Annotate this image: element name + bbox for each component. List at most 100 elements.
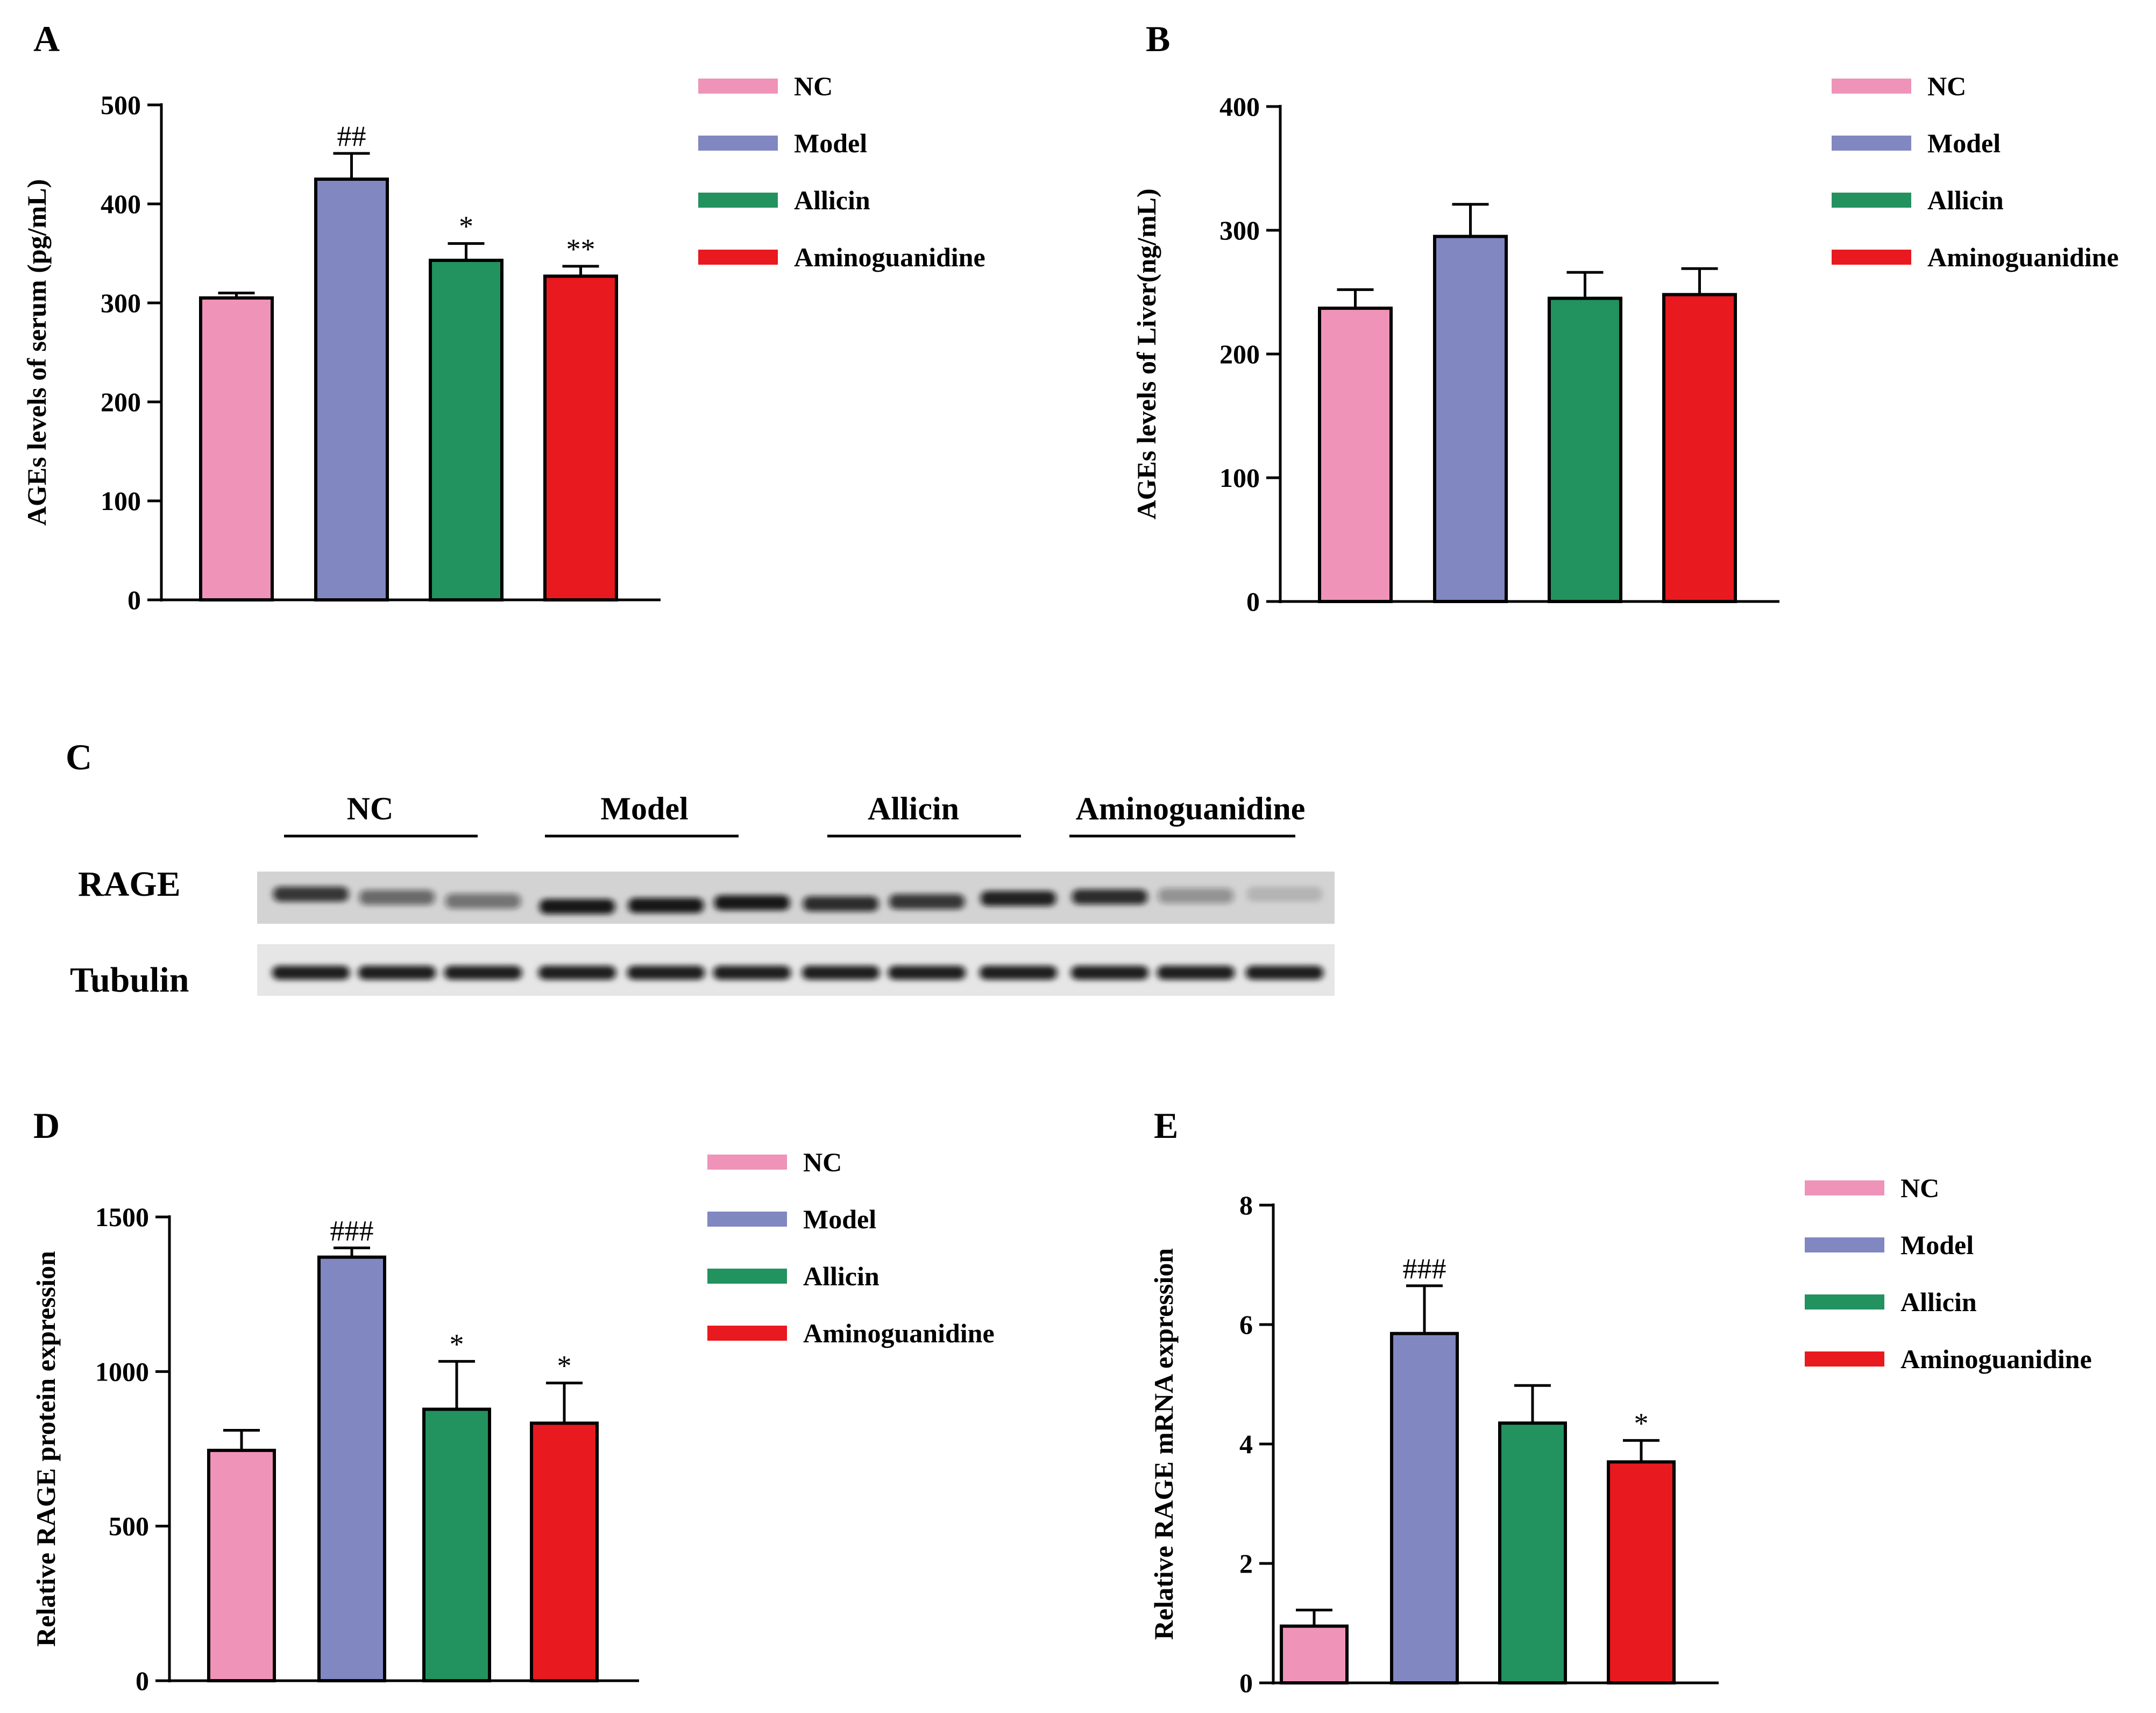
bar-d-model <box>317 1255 386 1683</box>
y-axis-label-e: Relative RAGE mRNA expression <box>1148 1248 1179 1640</box>
bar-b-nc <box>1318 306 1393 603</box>
legend-swatch-allicin <box>698 193 778 208</box>
rage-band <box>803 896 878 911</box>
bar-e-nc <box>1280 1624 1349 1685</box>
y-tick-label-d-1000: 1000 <box>95 1356 149 1386</box>
legend-swatch-model <box>707 1212 787 1227</box>
rage-band <box>1158 888 1233 903</box>
legend-swatch-model <box>1832 136 1911 151</box>
blot-group-allicin: Allicin <box>868 791 959 826</box>
significance-a-model: ## <box>337 120 366 152</box>
y-tick-label-b-100: 100 <box>1219 463 1260 493</box>
tubulin-band <box>1071 966 1148 980</box>
significance-d-model: ### <box>330 1214 374 1247</box>
legend-swatch-model <box>698 136 778 151</box>
legend-label-nc: NC <box>803 1147 842 1177</box>
bar-e-allicin <box>1498 1421 1567 1684</box>
panel-label-e: E <box>1154 1105 1178 1146</box>
y-tick-label-a-200: 200 <box>101 387 141 417</box>
y-tick-label-a-100: 100 <box>101 486 141 516</box>
y-tick-label-a-0: 0 <box>127 585 141 615</box>
y-tick-label-b-200: 200 <box>1219 339 1260 369</box>
bar-a-aminoguanidine <box>543 274 618 601</box>
legend-label-nc: NC <box>1900 1173 1939 1203</box>
rage-bands <box>273 887 1322 914</box>
legend-label-allicin: Allicin <box>1900 1287 1977 1317</box>
legend-swatch-allicin <box>1832 193 1911 208</box>
chart-a: 0 100 200 300 400 500 AGEs levels of serum (pg… <box>22 90 661 615</box>
western-blot: NC Model Allicin Aminoguanidine RAGE Tub… <box>70 791 1335 1000</box>
y-tick-label-e-6: 6 <box>1239 1309 1253 1340</box>
significance-d-allicin: * <box>450 1328 464 1360</box>
legend-swatch-nc <box>698 79 778 94</box>
significance-e-aminoguanidine: * <box>1634 1407 1649 1439</box>
tubulin-bands <box>272 966 1323 980</box>
legend-label-nc: NC <box>794 71 833 101</box>
legend-swatch-nc <box>1805 1180 1884 1195</box>
rage-band <box>628 898 704 913</box>
legend-swatch-aminoguanidine <box>698 250 778 265</box>
blot-group-model: Model <box>600 791 688 826</box>
bar-b-aminoguanidine <box>1662 293 1737 603</box>
panel-label-a: A <box>33 18 60 59</box>
y-axis-label-d: Relative RAGE protein expression <box>31 1251 61 1647</box>
panel-label-b: B <box>1146 18 1170 59</box>
tubulin-band <box>888 966 966 980</box>
bar-a-model <box>314 178 389 601</box>
tubulin-band <box>802 966 880 980</box>
legend-label-model: Model <box>1927 128 2001 158</box>
legend-swatch-nc <box>1832 79 1911 94</box>
legend-label-aminoguanidine: Aminoguanidine <box>803 1318 995 1348</box>
tubulin-band <box>980 966 1057 980</box>
legend-b: NC Model Allicin Aminoguanidine <box>1832 71 2119 272</box>
rage-band <box>445 894 521 909</box>
legend-a: NC Model Allicin Aminoguanidine <box>698 71 985 272</box>
legend-label-aminoguanidine: Aminoguanidine <box>794 242 985 272</box>
significance-a-aminoguanidine: ** <box>566 233 595 265</box>
legend-swatch-allicin <box>1805 1294 1884 1309</box>
blot-group-nc: NC <box>347 791 394 826</box>
bar-a-nc <box>199 296 274 601</box>
y-tick-label-e-0: 0 <box>1239 1668 1253 1698</box>
rage-band <box>889 894 964 909</box>
chart-b: 0 100 200 300 400 AGEs levels of Liver(ng/mL) <box>1131 91 1779 617</box>
blot-strip-tubulin <box>257 944 1335 996</box>
rage-band <box>273 887 349 902</box>
legend-swatch-aminoguanidine <box>1805 1351 1884 1367</box>
significance-a-allicin: * <box>459 210 473 243</box>
legend-label-allicin: Allicin <box>803 1261 880 1291</box>
legend-swatch-aminoguanidine <box>1832 250 1911 265</box>
blot-group-aminoguanidine: Aminoguanidine <box>1076 791 1306 826</box>
y-axis-label-a: AGEs levels of serum (pg/mL) <box>22 179 52 526</box>
legend-swatch-aminoguanidine <box>707 1326 787 1341</box>
legend-label-model: Model <box>794 128 867 158</box>
legend-label-model: Model <box>1900 1230 1974 1260</box>
rage-band <box>981 891 1056 906</box>
legend-label-allicin: Allicin <box>794 185 870 215</box>
y-tick-label-d-0: 0 <box>136 1666 149 1696</box>
y-axis-label-b: AGEs levels of Liver(ng/mL) <box>1131 188 1161 519</box>
y-tick-label-e-8: 8 <box>1239 1190 1253 1220</box>
y-tick-label-b-400: 400 <box>1219 91 1260 122</box>
blot-row-tubulin: Tubulin <box>70 960 189 1000</box>
blot-strip-rage <box>257 872 1335 924</box>
legend-label-model: Model <box>803 1204 876 1234</box>
significance-e-model: ### <box>1403 1252 1446 1285</box>
rage-band <box>1247 887 1322 902</box>
legend-swatch-model <box>1805 1237 1884 1252</box>
rage-band <box>540 899 615 914</box>
bar-e-aminoguanidine <box>1607 1460 1676 1685</box>
tubulin-band <box>713 966 791 980</box>
y-tick-label-b-300: 300 <box>1219 215 1260 245</box>
chart-e: 0 2 4 6 8 Relative RAGE mRNA expression ### * <box>1148 1190 1719 1698</box>
chart-d: 0 500 1000 1500 Relative RAGE protein expres… <box>31 1202 639 1696</box>
legend-label-nc: NC <box>1927 71 1966 101</box>
legend-swatch-allicin <box>707 1269 787 1284</box>
y-tick-label-e-2: 2 <box>1239 1548 1253 1578</box>
y-tick-label-a-400: 400 <box>101 189 141 219</box>
bar-e-model <box>1390 1332 1459 1684</box>
bar-d-allicin <box>422 1407 491 1682</box>
bar-d-nc <box>207 1448 276 1682</box>
y-tick-label-b-0: 0 <box>1246 586 1260 617</box>
